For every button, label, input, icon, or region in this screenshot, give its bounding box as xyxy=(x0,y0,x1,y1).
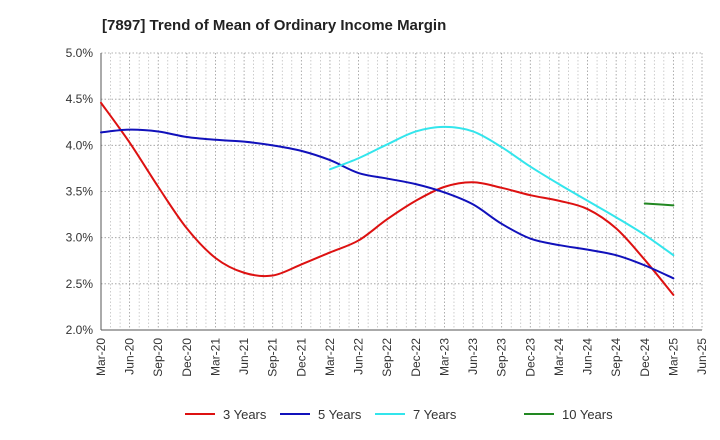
plot-background xyxy=(101,53,702,330)
grid xyxy=(100,52,703,331)
y-tick-label: 5.0% xyxy=(66,46,94,60)
y-tick-label: 2.5% xyxy=(66,277,94,291)
x-tick-label: Mar-20 xyxy=(94,338,108,376)
x-tick-label: Sep-24 xyxy=(609,338,623,377)
series-line-10-years xyxy=(643,202,675,207)
x-tick-label: Sep-21 xyxy=(266,338,280,377)
x-tick-label: Dec-20 xyxy=(180,338,194,377)
x-tick-label: Sep-20 xyxy=(151,338,165,377)
series-layer xyxy=(100,101,675,296)
x-tick-label: Mar-23 xyxy=(437,338,451,376)
x-tick-label: Dec-24 xyxy=(638,338,652,377)
chart-title: [7897] Trend of Mean of Ordinary Income … xyxy=(102,17,446,34)
legend-label: 3 Years xyxy=(223,407,267,422)
x-tick-label: Dec-22 xyxy=(409,338,423,377)
plot-area xyxy=(101,53,702,330)
x-tick-label: Jun-25 xyxy=(695,338,709,375)
x-tick-label: Jun-23 xyxy=(466,338,480,375)
x-tick-label: Jun-22 xyxy=(352,338,366,375)
x-tick-label: Mar-24 xyxy=(552,338,566,376)
legend-label: 7 Years xyxy=(413,407,457,422)
y-axis: 2.0% 2.5% 3.0% 3.5% 4.0% 4.5% 5.0% xyxy=(66,46,94,337)
series-line-7-years xyxy=(328,125,675,257)
y-tick-label: 3.5% xyxy=(66,185,94,199)
y-tick-label: 4.5% xyxy=(66,92,94,106)
legend: 3 Years 5 Years 7 Years 10 Years xyxy=(185,407,613,422)
series-line-5-years xyxy=(100,128,675,280)
x-axis: Mar-20 Jun-20 Sep-20 Dec-20 Mar-21 Jun-21 Sep-… xyxy=(94,338,709,377)
x-tick-label: Mar-22 xyxy=(323,338,337,376)
x-tick-label: Mar-25 xyxy=(666,338,680,376)
series-line-3-years xyxy=(100,101,675,296)
x-tick-label: Sep-23 xyxy=(495,338,509,377)
x-tick-label: Mar-21 xyxy=(208,338,222,376)
y-tick-label: 3.0% xyxy=(66,231,94,245)
y-tick-label: 4.0% xyxy=(66,138,94,152)
x-tick-label: Jun-20 xyxy=(123,338,137,375)
x-tick-label: Dec-21 xyxy=(294,338,308,377)
x-tick-label: Jun-21 xyxy=(237,338,251,375)
y-tick-label: 2.0% xyxy=(66,323,94,337)
x-tick-label: Dec-23 xyxy=(523,338,537,377)
x-tick-label: Sep-22 xyxy=(380,338,394,377)
legend-label: 5 Years xyxy=(318,407,362,422)
legend-label: 10 Years xyxy=(562,407,613,422)
x-tick-label: Jun-24 xyxy=(581,338,595,375)
